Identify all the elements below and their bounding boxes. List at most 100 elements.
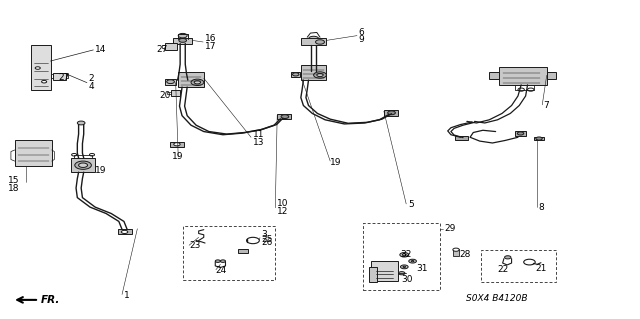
Text: 2: 2 bbox=[89, 74, 95, 83]
Text: S0X4 B4120B: S0X4 B4120B bbox=[466, 294, 527, 303]
Bar bbox=[301, 65, 326, 80]
Text: 30: 30 bbox=[402, 275, 413, 284]
Bar bbox=[178, 72, 204, 87]
Text: 1: 1 bbox=[124, 291, 130, 300]
Text: 13: 13 bbox=[253, 137, 264, 146]
Circle shape bbox=[35, 67, 40, 69]
Circle shape bbox=[292, 73, 299, 76]
Bar bbox=[515, 131, 526, 136]
Text: 23: 23 bbox=[189, 241, 201, 250]
Circle shape bbox=[401, 265, 408, 269]
Circle shape bbox=[72, 153, 77, 156]
Bar bbox=[15, 140, 52, 166]
Bar bbox=[173, 38, 192, 44]
Circle shape bbox=[517, 132, 524, 135]
Bar bbox=[53, 73, 66, 80]
Circle shape bbox=[400, 253, 409, 257]
Circle shape bbox=[215, 260, 220, 263]
Bar bbox=[170, 142, 184, 147]
Text: 17: 17 bbox=[205, 42, 216, 51]
Text: 19: 19 bbox=[330, 158, 342, 167]
Bar bbox=[182, 226, 275, 280]
Text: 22: 22 bbox=[497, 264, 509, 274]
Text: 26: 26 bbox=[261, 238, 273, 247]
Bar bbox=[171, 90, 179, 96]
Circle shape bbox=[308, 36, 319, 41]
Bar bbox=[489, 72, 499, 78]
Circle shape bbox=[453, 248, 460, 251]
Text: 3: 3 bbox=[261, 230, 267, 239]
Text: 7: 7 bbox=[543, 101, 549, 110]
Bar bbox=[71, 158, 95, 172]
Bar bbox=[364, 223, 440, 290]
Bar bbox=[456, 136, 468, 140]
Text: 19: 19 bbox=[95, 166, 107, 175]
Bar bbox=[384, 110, 398, 116]
Bar bbox=[453, 249, 460, 256]
Circle shape bbox=[403, 266, 406, 268]
Circle shape bbox=[317, 73, 323, 77]
Text: 15: 15 bbox=[8, 176, 20, 185]
Bar bbox=[118, 229, 132, 234]
Circle shape bbox=[173, 143, 180, 146]
Circle shape bbox=[191, 79, 204, 85]
Text: 18: 18 bbox=[8, 184, 20, 193]
Text: 27: 27 bbox=[157, 45, 168, 55]
Circle shape bbox=[77, 121, 85, 125]
Circle shape bbox=[388, 111, 396, 115]
Circle shape bbox=[167, 80, 174, 84]
Text: 16: 16 bbox=[205, 34, 216, 43]
Circle shape bbox=[122, 230, 128, 234]
Bar bbox=[547, 71, 556, 79]
Circle shape bbox=[314, 72, 326, 78]
Circle shape bbox=[399, 271, 405, 275]
Circle shape bbox=[316, 40, 324, 44]
Text: 5: 5 bbox=[408, 200, 414, 209]
Bar bbox=[31, 45, 51, 90]
Circle shape bbox=[79, 163, 88, 167]
Circle shape bbox=[518, 88, 524, 91]
Circle shape bbox=[409, 259, 417, 263]
Bar bbox=[277, 114, 291, 120]
Text: FR.: FR. bbox=[41, 295, 60, 305]
Circle shape bbox=[178, 33, 187, 38]
Circle shape bbox=[281, 115, 289, 119]
Text: 4: 4 bbox=[89, 82, 95, 91]
Circle shape bbox=[536, 137, 542, 140]
Bar bbox=[371, 261, 398, 281]
Circle shape bbox=[179, 39, 186, 42]
Circle shape bbox=[504, 256, 511, 259]
Circle shape bbox=[90, 153, 95, 156]
Circle shape bbox=[194, 81, 200, 84]
Bar bbox=[291, 72, 300, 77]
Bar bbox=[499, 67, 547, 85]
Text: 27: 27 bbox=[58, 73, 70, 82]
Text: 21: 21 bbox=[536, 263, 547, 273]
Text: 29: 29 bbox=[445, 224, 456, 233]
Text: 28: 28 bbox=[460, 250, 470, 259]
Text: 20: 20 bbox=[159, 92, 170, 100]
Circle shape bbox=[403, 254, 406, 256]
Text: 31: 31 bbox=[416, 263, 428, 273]
Text: 25: 25 bbox=[261, 235, 273, 244]
Bar bbox=[238, 249, 248, 253]
Text: 14: 14 bbox=[95, 45, 107, 55]
Text: 6: 6 bbox=[358, 28, 364, 37]
Circle shape bbox=[527, 88, 534, 91]
Bar bbox=[301, 38, 326, 45]
Circle shape bbox=[220, 260, 225, 263]
Text: 11: 11 bbox=[253, 130, 264, 138]
Text: 12: 12 bbox=[276, 207, 288, 216]
Text: 19: 19 bbox=[172, 152, 183, 161]
Bar bbox=[166, 43, 177, 50]
Text: 32: 32 bbox=[400, 250, 412, 259]
Text: 24: 24 bbox=[215, 266, 227, 275]
Bar bbox=[534, 137, 544, 140]
Text: 8: 8 bbox=[538, 203, 544, 211]
Text: 10: 10 bbox=[276, 199, 288, 208]
Circle shape bbox=[42, 80, 47, 83]
Circle shape bbox=[412, 261, 414, 262]
Circle shape bbox=[75, 161, 92, 169]
Text: 9: 9 bbox=[358, 35, 364, 44]
Bar bbox=[369, 267, 378, 282]
